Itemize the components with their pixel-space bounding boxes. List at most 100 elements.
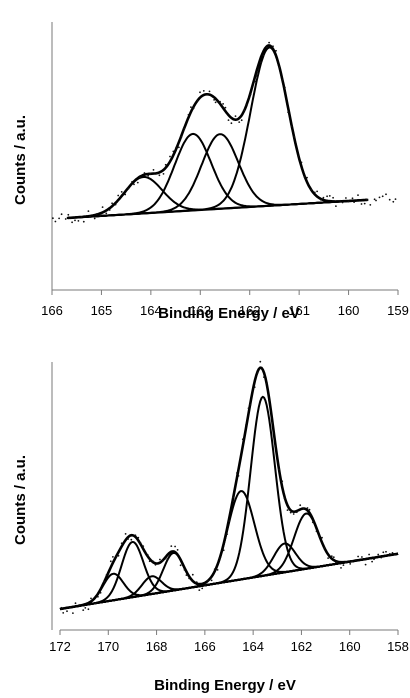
data-point [382,551,385,554]
data-point [183,569,186,571]
data-point [226,533,229,535]
data-point [302,507,305,510]
data-point [74,602,77,605]
data-point [247,407,250,410]
data-point [341,201,344,204]
data-point [162,173,165,175]
data-point [238,121,241,123]
data-point [335,205,337,208]
data-point [84,607,87,609]
data-point [164,557,167,560]
data-point [227,119,230,121]
data-point [335,561,338,563]
data-point [146,554,149,556]
data-point [148,560,151,563]
data-point [108,209,111,211]
data-point [385,193,387,196]
data-point [72,612,74,614]
y-axis-label-top: Counts / a.u. [12,115,29,205]
envelope-fit [67,44,368,220]
data-point [152,169,155,171]
data-point [259,360,262,363]
data-point [283,497,286,500]
data-point [216,569,219,571]
data-point [230,122,233,125]
x-tick-label: 164 [140,303,162,318]
data-point [293,135,296,138]
data-point [95,213,98,215]
data-point [170,545,173,547]
data-point [245,424,247,426]
data-point [105,212,108,215]
data-point [354,559,357,561]
data-point [139,176,142,179]
x-tick-label: 163 [189,303,211,318]
data-point [232,496,234,499]
data-point [299,504,302,507]
data-point [136,181,139,184]
data-point [313,191,316,194]
data-point [97,595,99,598]
data-point [357,194,359,197]
data-point [202,90,205,92]
data-point [114,203,117,206]
data-point [179,564,182,567]
data-point [139,541,142,544]
data-point [255,75,258,77]
data-point [240,119,243,122]
data-point [174,545,177,548]
data-point [262,54,265,57]
data-point [93,217,96,220]
data-point [201,587,204,590]
data-point [198,589,201,591]
data-point [300,161,303,164]
data-point [366,198,368,201]
data-point [249,93,252,96]
data-point [241,438,244,441]
data-point [353,201,355,204]
data-point [82,609,85,611]
data-point [101,206,104,209]
data-point [155,173,158,175]
data-point [143,172,146,174]
data-point [190,106,192,108]
data-point [322,196,325,199]
data-point [196,99,199,102]
data-point [115,555,118,558]
x-tick-label: 160 [339,639,361,654]
data-point [281,79,283,81]
data-point [175,146,178,149]
data-point [62,612,65,614]
data-point [133,183,135,186]
x-tick-label: 170 [97,639,119,654]
data-point [127,187,130,190]
data-point [237,475,240,477]
data-point [253,80,256,83]
component-peak-6 [59,395,399,610]
data-point [378,196,381,199]
data-point [303,176,306,178]
data-point [142,545,145,547]
data-point [308,508,311,511]
data-point [117,194,120,197]
data-point [377,553,380,556]
data-point [364,563,367,566]
data-point [218,557,221,560]
data-point [188,577,191,580]
x-tick-label: 166 [194,639,216,654]
data-point [306,176,308,179]
data-point [152,560,155,563]
data-point [120,542,123,545]
data-point [67,213,70,216]
data-point [207,579,209,582]
x-axis-label-bottom: Binding Energy / eV [154,677,296,694]
data-point [332,556,335,559]
data-point [82,220,85,223]
data-point [131,180,134,183]
panel-top: Counts / a.u. Binding Energy / eV 166 165… [12,22,409,322]
data-point [64,218,67,220]
data-point [159,558,161,561]
data-point [94,602,97,605]
data-point [351,560,353,563]
data-point [112,556,114,558]
